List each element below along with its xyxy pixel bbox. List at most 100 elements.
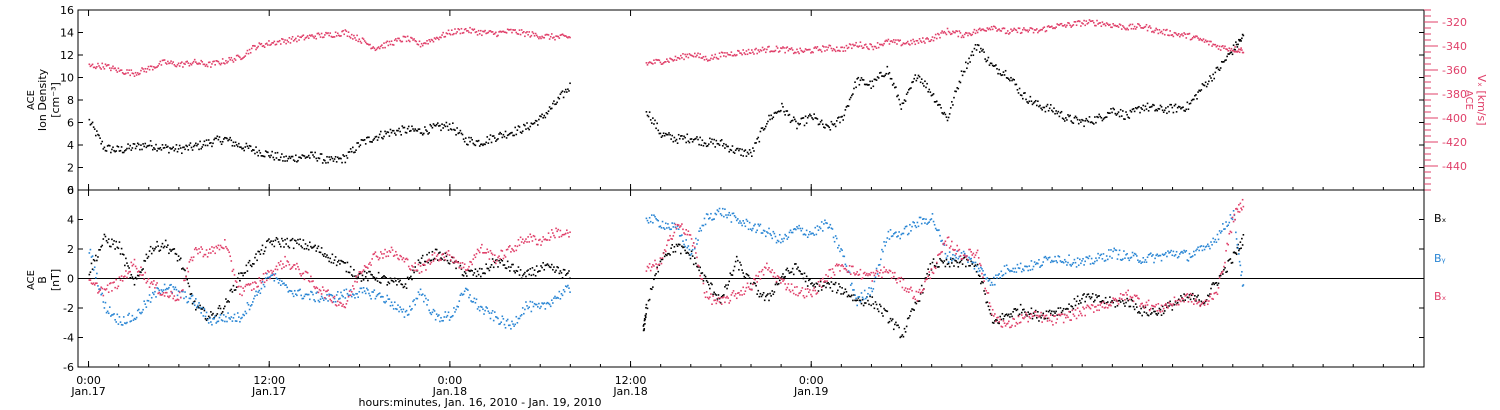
density-point xyxy=(124,149,126,152)
density-point xyxy=(691,140,694,143)
density-point xyxy=(677,133,680,136)
vx-point xyxy=(913,40,915,43)
by-point xyxy=(1236,244,1239,246)
by-point xyxy=(474,301,477,304)
by-point xyxy=(1098,257,1100,259)
bx-point xyxy=(1085,296,1088,298)
by-point xyxy=(415,297,418,300)
density-point xyxy=(1238,40,1241,42)
bx-point xyxy=(932,258,935,260)
density-point xyxy=(908,88,910,91)
by-point xyxy=(1005,264,1008,267)
vx-point xyxy=(773,50,776,53)
bz-point xyxy=(484,251,486,254)
by-point xyxy=(1099,254,1102,257)
density-point xyxy=(285,155,287,158)
density-point xyxy=(94,134,97,137)
bx-point xyxy=(88,273,91,276)
density-point xyxy=(1114,112,1117,115)
bx-point xyxy=(554,271,556,273)
bx-point xyxy=(1069,311,1071,313)
by-point xyxy=(1179,253,1181,255)
by-point xyxy=(704,223,707,226)
density-point xyxy=(1104,116,1107,119)
bx-point xyxy=(222,307,225,310)
vx-point xyxy=(1181,33,1183,35)
density-point xyxy=(707,143,710,145)
by-point xyxy=(170,283,172,286)
vx-point xyxy=(826,49,828,51)
by-point xyxy=(216,320,219,323)
by-point xyxy=(686,246,689,249)
bz-point xyxy=(899,280,902,283)
bx-point xyxy=(1030,307,1033,310)
bx-point xyxy=(771,290,774,292)
bx-point xyxy=(1149,313,1152,315)
by-point xyxy=(778,233,781,236)
vx-point xyxy=(264,43,267,45)
by-point xyxy=(219,314,222,316)
by-point xyxy=(970,257,972,260)
vx-point xyxy=(664,60,667,63)
bx-point xyxy=(1043,317,1046,320)
bz-point xyxy=(748,288,751,290)
bz-point xyxy=(448,254,451,256)
bx-point xyxy=(643,328,646,330)
by-point xyxy=(524,308,526,311)
bz-point xyxy=(878,271,881,274)
density-point xyxy=(564,88,567,91)
by-point xyxy=(1192,250,1195,253)
vx-point xyxy=(849,43,852,46)
by-point xyxy=(1128,259,1131,262)
bz-point xyxy=(497,256,499,259)
by-point xyxy=(235,320,238,322)
by-point xyxy=(847,270,850,272)
by-point xyxy=(1110,249,1112,251)
by-point xyxy=(530,310,533,313)
density-point xyxy=(505,137,508,139)
bz-point xyxy=(118,276,121,278)
vx-point xyxy=(533,35,536,37)
vx-point xyxy=(1087,21,1090,24)
by-point xyxy=(1162,254,1165,256)
top-left-axis-label-line-1: ACE xyxy=(26,90,37,110)
vx-point xyxy=(203,63,206,66)
density-point xyxy=(542,116,544,119)
bx-point xyxy=(202,306,205,309)
bx-point xyxy=(1066,307,1068,310)
bx-point xyxy=(1031,317,1034,320)
vx-point xyxy=(349,37,352,39)
density-point xyxy=(1013,78,1016,81)
bz-point xyxy=(507,246,510,248)
vx-point xyxy=(210,66,212,68)
bz-point xyxy=(846,271,849,273)
vx-point xyxy=(472,29,475,31)
bx-point xyxy=(1208,295,1210,297)
by-point xyxy=(340,291,342,294)
vx-point xyxy=(279,43,282,45)
vx-point xyxy=(830,47,833,50)
by-point xyxy=(398,310,400,313)
bx-point xyxy=(387,281,390,283)
bx-point xyxy=(818,285,821,287)
density-point xyxy=(426,130,428,133)
bx-point xyxy=(996,319,998,322)
bx-point xyxy=(1188,294,1191,296)
bx-point xyxy=(536,271,539,273)
by-point xyxy=(717,210,720,213)
bx-point xyxy=(154,247,156,250)
by-point xyxy=(377,293,380,295)
by-point xyxy=(459,294,462,296)
bz-point xyxy=(894,271,896,274)
vx-point xyxy=(1034,29,1037,31)
bz-point xyxy=(994,313,996,315)
by-point xyxy=(191,294,194,297)
bz-point xyxy=(353,287,355,290)
by-point xyxy=(1057,255,1060,257)
by-point xyxy=(744,225,747,228)
vx-point xyxy=(1004,32,1007,35)
density-point xyxy=(769,118,771,121)
vx-point xyxy=(543,36,546,39)
vx-point xyxy=(1177,32,1180,35)
bx-point xyxy=(763,299,766,302)
